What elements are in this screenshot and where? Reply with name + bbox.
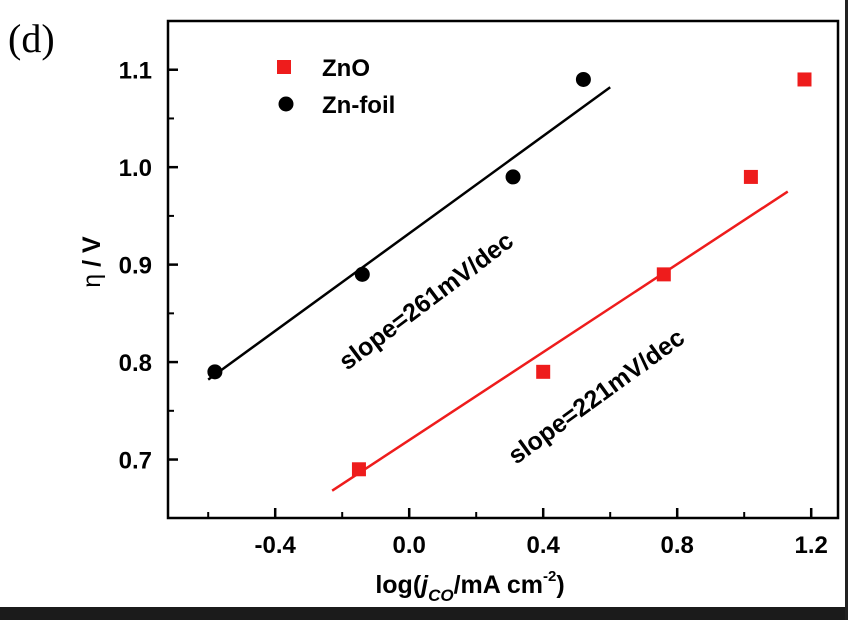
x-label-italic: j <box>418 571 429 599</box>
y-label-unit: / V <box>78 236 106 274</box>
legend-marker-circle <box>278 96 294 112</box>
fit-lines <box>207 86 789 492</box>
x-label-superscript: -2 <box>543 568 556 585</box>
x-tick-label: 0.0 <box>393 532 426 559</box>
slope-annotation: slope=221mV/dec <box>503 323 690 469</box>
x-label-suffix: /mA cm <box>454 571 543 599</box>
y-tick-label: 1.1 <box>119 58 152 85</box>
data-point-circle <box>505 169 521 185</box>
panel-label: (d) <box>8 16 55 61</box>
x-tick-label: 1.2 <box>795 532 828 559</box>
plot-frame <box>166 19 840 520</box>
fit-line <box>207 86 611 381</box>
x-label-prefix: log( <box>375 571 421 599</box>
fit-line <box>331 190 789 492</box>
x-axis-label: log(jCO/mA cm-2) <box>375 568 564 605</box>
y-tick-label: 0.8 <box>119 350 152 377</box>
data-point-square <box>743 169 758 184</box>
data-point-square <box>656 267 671 282</box>
legend-label: Zn-foil <box>322 92 395 119</box>
data-point-square <box>351 462 366 477</box>
right-border <box>845 0 848 620</box>
legend-marker-square <box>277 60 291 74</box>
legend-label: ZnO <box>322 55 370 82</box>
y-tick-label: 0.9 <box>119 253 152 280</box>
legend: ZnO Zn-foil <box>277 55 395 119</box>
y-axis-ticks: 0.7 0.8 0.9 1.0 1.1 <box>119 58 178 475</box>
data-point-square <box>797 72 812 87</box>
x-label-close: ) <box>556 571 564 599</box>
x-tick-label: -0.4 <box>255 532 297 559</box>
bottom-border <box>0 607 848 620</box>
data-point-circle <box>575 71 591 87</box>
x-tick-label: 0.4 <box>527 532 561 559</box>
y-tick-label: 1.0 <box>119 155 152 182</box>
y-axis-label: η / V <box>78 236 106 288</box>
x-label-subscript: CO <box>428 586 454 605</box>
y-tick-label: 0.7 <box>119 448 152 475</box>
data-points <box>207 71 812 477</box>
x-axis-ticks: -0.4 0.0 0.4 0.8 1.2 <box>207 508 828 559</box>
data-point-square <box>536 364 551 379</box>
data-point-circle <box>354 266 370 282</box>
y-label-symbol: η <box>78 274 106 288</box>
x-tick-label: 0.8 <box>661 532 694 559</box>
slope-annotation: slope=261mV/dec <box>334 227 519 376</box>
data-point-circle <box>207 364 223 380</box>
